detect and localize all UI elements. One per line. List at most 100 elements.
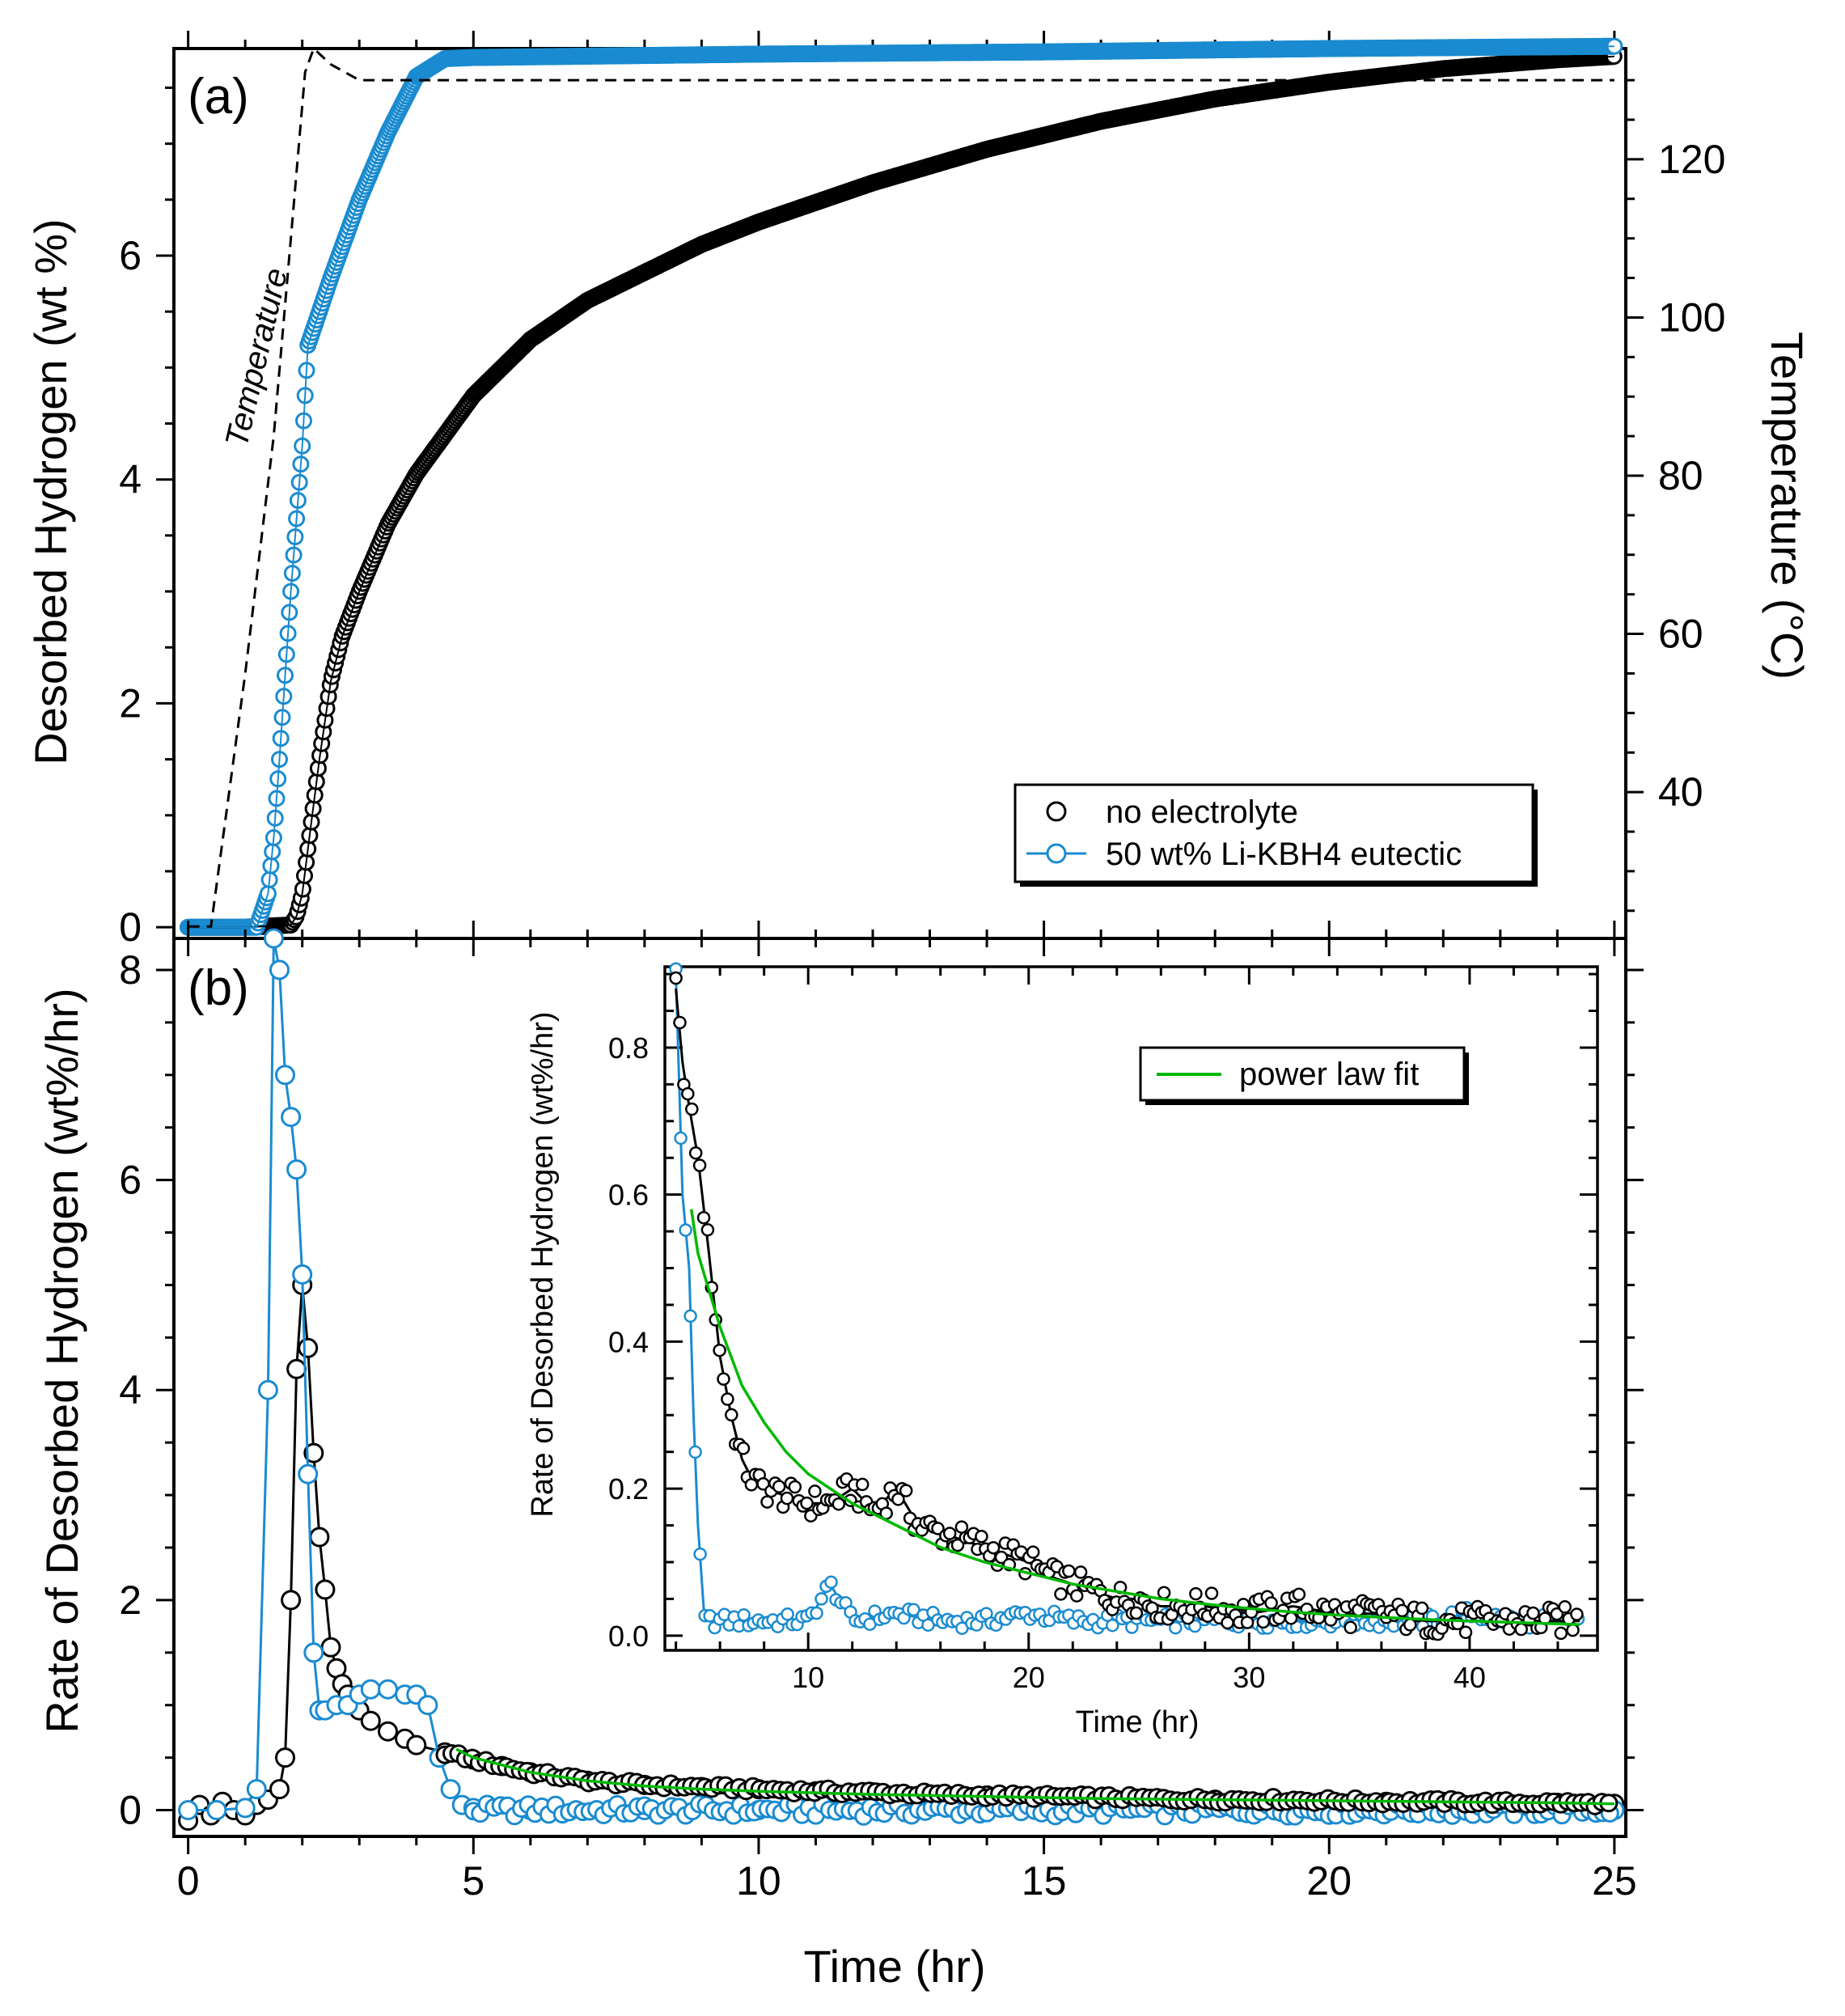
- inset-no-electrolyte-dense-point: [717, 1372, 730, 1386]
- inset-no-electrolyte-dense-point: [1256, 1615, 1271, 1629]
- inset-ytick-label: 0.2: [608, 1472, 649, 1506]
- inset-no-electrolyte-dense-point: [800, 1496, 814, 1510]
- inset-no-electrolyte-dense-point: [931, 1522, 945, 1535]
- panel-b-eutectic-point: [269, 959, 290, 980]
- panel-a-no-electrolyte-line: [188, 55, 1614, 929]
- inset-no-electrolyte-dense-point: [1558, 1600, 1572, 1614]
- inset-no-electrolyte-dense-point: [832, 1497, 846, 1511]
- panel-b-eutectic-point: [417, 1695, 438, 1716]
- x-tick-label: 0: [177, 1858, 200, 1904]
- text-layer: (a) Desorbed Hydrogen (wt %) Temperature…: [25, 69, 1813, 1992]
- inset-no-electrolyte-dense-point: [1069, 1589, 1084, 1603]
- panel-b-eutectic-point: [275, 1065, 295, 1086]
- panel-b-no-electrolyte-point: [298, 1337, 319, 1358]
- inset-eutectic-dense-point: [683, 1309, 697, 1324]
- inset-ytick-label: 0.4: [608, 1325, 649, 1358]
- panel-b-no-electrolyte-point: [281, 1590, 302, 1611]
- panel-b-eutectic-point: [378, 1679, 398, 1700]
- panel-b-ytick-label: 4: [119, 1367, 142, 1412]
- inset-ylabel: Rate of Desorbed Hydrogen (wt%/hr): [526, 1011, 560, 1517]
- inset-ytick-label: 0.8: [608, 1031, 649, 1065]
- inset-no-electrolyte-dense-point: [942, 1527, 957, 1540]
- panel-b-eutectic-point: [292, 1264, 313, 1285]
- panel-b-eutectic-point: [246, 1779, 267, 1800]
- inset-no-electrolyte-dense-point: [1284, 1612, 1298, 1625]
- inset-no-electrolyte-dense-point: [736, 1442, 751, 1455]
- inset-no-electrolyte-dense-point: [1570, 1607, 1584, 1621]
- inset-no-electrolyte-dense-point: [696, 1210, 711, 1225]
- inset-no-electrolyte-dense-point: [1395, 1603, 1409, 1618]
- panel-b-ytick-label: 0: [119, 1788, 142, 1833]
- panel-b-no-electrolyte-point: [286, 1358, 307, 1379]
- panel-b-no-electrolyte-point: [315, 1579, 336, 1600]
- legend-a-swatch: [1046, 801, 1067, 822]
- inset-no-electrolyte-dense-point: [1344, 1620, 1357, 1635]
- inset-no-electrolyte-dense-point: [685, 1102, 699, 1116]
- panel-b-no-electrolyte-point: [406, 1734, 427, 1756]
- inset-xtick-label: 40: [1454, 1661, 1486, 1694]
- inset-eutectic-dense-point: [674, 1131, 688, 1146]
- panel-a-label: (a): [188, 69, 249, 125]
- x-tick-label: 20: [1306, 1858, 1352, 1904]
- inset-eutectic-dense-point: [688, 1445, 702, 1459]
- inset-power-law-fit-line: [689, 1209, 1581, 1626]
- inset-no-electrolyte-dense-point: [1415, 1601, 1429, 1616]
- x-axis-title: Time (hr): [803, 1941, 985, 1992]
- panel-b-eutectic-point: [360, 1679, 381, 1700]
- legend-a-entry: 50 wt% Li-KBH4 eutectic: [1106, 836, 1462, 872]
- panel-b-no-electrolyte-point: [360, 1710, 381, 1731]
- panel-a-ytick-label: 6: [119, 233, 142, 278]
- panel-b-eutectic-point: [281, 1107, 302, 1128]
- inset-eutectic-dense-point: [907, 1603, 920, 1617]
- inset-no-electrolyte-dense-point: [1073, 1565, 1088, 1579]
- panel-a-ytick-label-right: 100: [1658, 294, 1725, 340]
- inset-no-electrolyte-dense-point: [673, 1015, 687, 1030]
- panel-a-ytick-label: 2: [119, 680, 142, 726]
- inset-no-electrolyte-dense-point: [1026, 1545, 1040, 1559]
- inset-no-electrolyte-dense-point: [1554, 1626, 1568, 1641]
- inset-no-electrolyte-dense-point: [855, 1477, 870, 1492]
- panel-b-eutectic-point: [440, 1779, 461, 1800]
- inset-no-electrolyte-dense-point: [1062, 1564, 1076, 1578]
- inset-no-electrolyte-dense-point: [975, 1529, 988, 1544]
- legend-a-swatch: [1046, 843, 1067, 864]
- inset-no-electrolyte-dense-point: [899, 1484, 913, 1497]
- panel-a-ytick-label-right: 80: [1658, 453, 1703, 498]
- panel-a-ylabel: Desorbed Hydrogen (wt %): [25, 218, 76, 764]
- panel-b-eutectic-point: [235, 1798, 256, 1819]
- panel-b-ytick-label: 2: [119, 1578, 142, 1623]
- inset-eutectic-dense-point: [824, 1575, 838, 1589]
- inset-eutectic-dense-point: [1169, 1620, 1183, 1635]
- inset-no-electrolyte-dense-point: [772, 1480, 786, 1493]
- inset-no-electrolyte-dense-point: [681, 1086, 695, 1101]
- panel-b-power-law-fit-line: [455, 1747, 1614, 1806]
- panel-b-frame: [172, 937, 1627, 1838]
- inset-legend-entry: power law fit: [1239, 1057, 1419, 1092]
- panel-a-ytick-label-right: 120: [1658, 137, 1725, 182]
- panel-b-eutectic-point: [206, 1800, 227, 1820]
- inset-ytick-label: 0.6: [608, 1179, 649, 1212]
- inset-no-electrolyte-dense-point: [721, 1392, 734, 1406]
- panel-a-ytick-label-right: 60: [1658, 612, 1703, 657]
- inset-no-electrolyte-dense-point: [713, 1343, 726, 1357]
- panel-b-no-electrolyte-point: [269, 1779, 290, 1800]
- inset-no-electrolyte-dense-point: [1189, 1586, 1203, 1601]
- panel-b-eutectic-point: [263, 928, 284, 949]
- panel-b-eutectic-point: [286, 1159, 307, 1180]
- inset-no-electrolyte-dense-point: [994, 1550, 1009, 1565]
- inset-no-electrolyte-dense-point: [688, 1146, 703, 1160]
- inset-eutectic-dense-point: [781, 1607, 794, 1621]
- panel-b-no-electrolyte-point: [275, 1747, 295, 1768]
- inset-xlabel: Time (hr): [1076, 1705, 1200, 1739]
- panel-a-ytick-label-right: 40: [1658, 769, 1703, 815]
- inset-no-electrolyte-dense-point: [760, 1495, 774, 1509]
- inset-eutectic-dense-point: [815, 1592, 828, 1606]
- panel-b-eutectic-point: [303, 1642, 324, 1663]
- inset-eutectic-dense-point: [737, 1607, 751, 1622]
- panel-a-ytick-label: 0: [119, 904, 142, 950]
- panel-a-eutectic-line: [188, 45, 1614, 929]
- inset-no-electrolyte-dense-point: [692, 1158, 707, 1172]
- panel-b-ytick-label: 6: [119, 1158, 142, 1203]
- inset-no-electrolyte-dense-point: [986, 1540, 1001, 1555]
